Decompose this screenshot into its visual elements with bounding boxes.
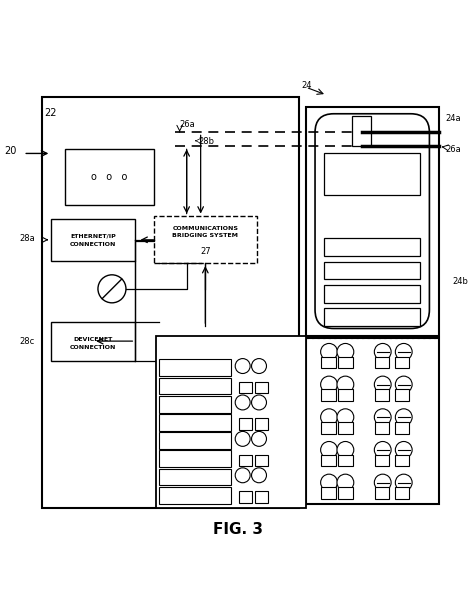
Circle shape <box>252 395 266 410</box>
Bar <box>159 450 231 467</box>
Bar <box>395 357 410 368</box>
Circle shape <box>337 343 354 360</box>
Circle shape <box>320 376 337 393</box>
Bar <box>395 454 410 466</box>
Bar <box>352 116 371 146</box>
Circle shape <box>395 376 412 393</box>
Bar <box>159 359 231 376</box>
Bar <box>154 216 257 263</box>
Bar <box>375 357 389 368</box>
Bar <box>338 357 353 368</box>
Circle shape <box>337 409 354 426</box>
Circle shape <box>320 409 337 426</box>
Text: ETHERNET/IP: ETHERNET/IP <box>71 234 116 239</box>
Bar <box>320 357 336 368</box>
Text: o   o   o: o o o <box>91 172 128 182</box>
Bar <box>320 454 336 466</box>
Bar <box>159 432 231 449</box>
Bar <box>306 107 439 336</box>
Bar <box>239 418 252 430</box>
Circle shape <box>98 275 126 303</box>
Circle shape <box>320 474 337 491</box>
Text: DEVICENET: DEVICENET <box>73 337 113 342</box>
Text: CONNECTION: CONNECTION <box>70 344 117 350</box>
Bar <box>65 149 154 205</box>
Bar <box>255 491 268 502</box>
Bar <box>324 285 420 303</box>
Bar <box>239 454 252 466</box>
Bar <box>255 418 268 430</box>
Text: 26a: 26a <box>180 120 195 129</box>
Text: 24b: 24b <box>453 277 469 287</box>
Bar <box>375 454 389 466</box>
Bar <box>239 491 252 502</box>
Bar <box>395 487 410 499</box>
Text: 22: 22 <box>44 108 57 119</box>
Text: 28c: 28c <box>20 337 35 346</box>
Circle shape <box>395 409 412 426</box>
Bar <box>324 262 420 279</box>
Circle shape <box>374 474 391 491</box>
Text: FIG. 3: FIG. 3 <box>213 522 263 537</box>
Bar <box>159 378 231 394</box>
Bar <box>395 389 410 401</box>
Circle shape <box>374 409 391 426</box>
Circle shape <box>235 468 250 483</box>
Text: BRIDGING SYSTEM: BRIDGING SYSTEM <box>173 232 238 237</box>
Bar <box>306 338 439 504</box>
Bar <box>324 309 420 326</box>
Bar <box>159 486 231 504</box>
Circle shape <box>374 376 391 393</box>
Bar <box>338 389 353 401</box>
Circle shape <box>252 359 266 373</box>
Circle shape <box>395 474 412 491</box>
Circle shape <box>235 431 250 446</box>
Circle shape <box>252 431 266 446</box>
Bar <box>320 487 336 499</box>
Circle shape <box>320 442 337 458</box>
Text: 28b: 28b <box>198 137 214 146</box>
Circle shape <box>395 343 412 360</box>
Text: 24a: 24a <box>446 114 461 123</box>
Bar <box>320 422 336 434</box>
Text: 26a: 26a <box>446 145 462 154</box>
Bar <box>239 382 252 394</box>
Bar <box>375 487 389 499</box>
Bar <box>156 336 306 508</box>
Bar <box>338 422 353 434</box>
Text: 24: 24 <box>301 81 311 90</box>
Circle shape <box>374 343 391 360</box>
Bar <box>338 487 353 499</box>
Circle shape <box>395 442 412 458</box>
Bar <box>324 239 420 256</box>
Text: COMMUNICATIONS: COMMUNICATIONS <box>173 226 238 231</box>
Circle shape <box>235 395 250 410</box>
Bar <box>395 422 410 434</box>
Bar <box>375 389 389 401</box>
Bar <box>51 322 135 361</box>
Bar <box>255 382 268 394</box>
Circle shape <box>374 442 391 458</box>
Bar <box>324 153 420 196</box>
Bar <box>338 454 353 466</box>
Bar <box>51 219 135 261</box>
Bar <box>159 395 231 413</box>
Bar <box>375 422 389 434</box>
Circle shape <box>235 359 250 373</box>
Circle shape <box>337 474 354 491</box>
Bar <box>42 97 299 508</box>
Bar <box>320 389 336 401</box>
Text: 28a: 28a <box>19 234 35 243</box>
Text: 27: 27 <box>200 247 210 256</box>
Bar <box>255 454 268 466</box>
Bar <box>159 414 231 430</box>
Circle shape <box>252 468 266 483</box>
Text: 20: 20 <box>4 146 16 156</box>
Text: CONNECTION: CONNECTION <box>70 242 117 247</box>
Bar <box>159 469 231 485</box>
Circle shape <box>337 376 354 393</box>
Circle shape <box>337 442 354 458</box>
Circle shape <box>320 343 337 360</box>
FancyBboxPatch shape <box>315 114 429 328</box>
